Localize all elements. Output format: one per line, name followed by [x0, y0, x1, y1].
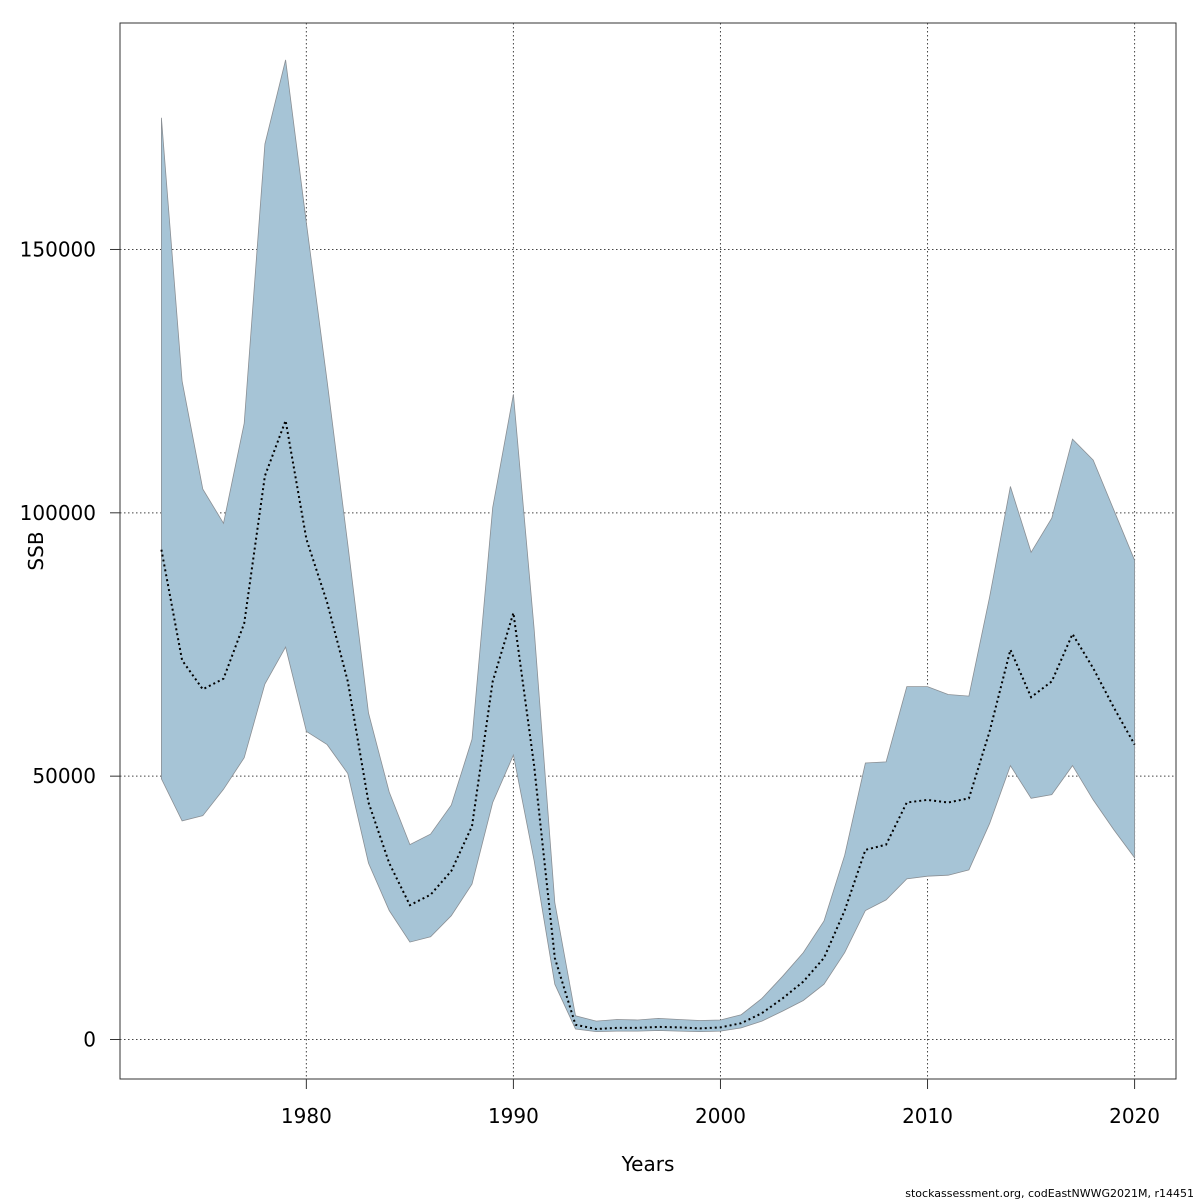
y-tick-label: 0 [83, 1027, 96, 1051]
footer-credit: stockassessment.org, codEastNWWG2021M, r… [905, 1187, 1194, 1200]
y-tick-label: 150000 [20, 237, 96, 261]
x-tick-label: 2020 [1109, 1104, 1160, 1128]
x-tick-label: 1980 [281, 1104, 332, 1128]
x-tick-label: 2010 [902, 1104, 953, 1128]
grid-lines [120, 23, 1176, 1079]
confidence-band [161, 59, 1135, 1033]
axis-ticks: 1980 1990 2000 2010 2020 0 50000 100000 150000 [20, 237, 1160, 1128]
plot-frame [119, 22, 1177, 1080]
x-tick-label: 2000 [695, 1104, 746, 1128]
y-axis-title: SSB [24, 531, 48, 570]
x-tick-label: 1990 [488, 1104, 539, 1128]
y-tick-label: 100000 [20, 501, 96, 525]
x-axis-title: Years [621, 1152, 675, 1176]
y-tick-label: 50000 [32, 764, 96, 788]
